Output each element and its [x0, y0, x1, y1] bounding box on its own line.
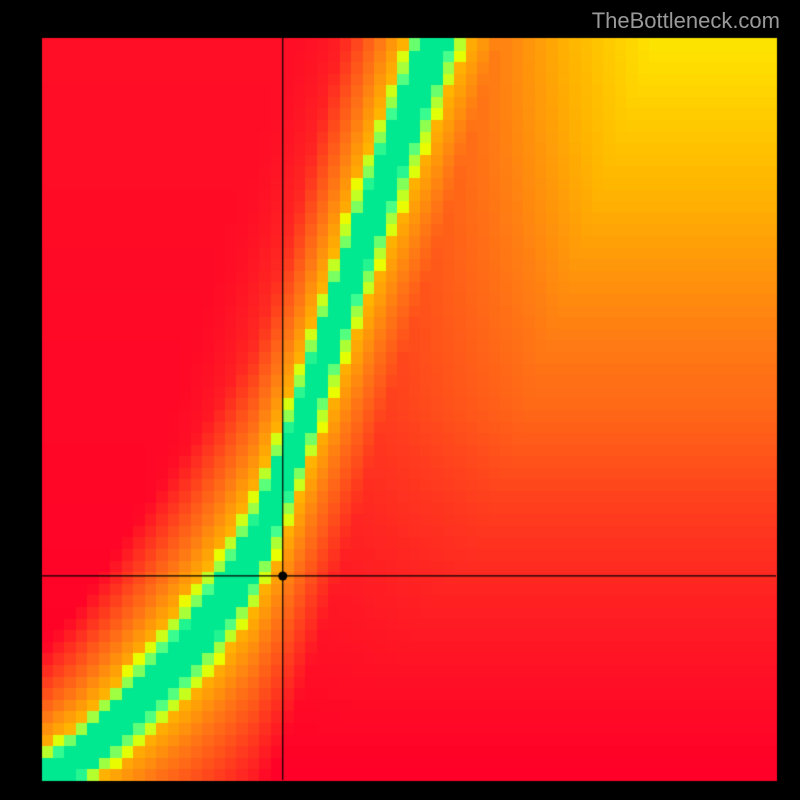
bottleneck-heatmap — [0, 0, 800, 800]
watermark-text: TheBottleneck.com — [592, 8, 780, 34]
